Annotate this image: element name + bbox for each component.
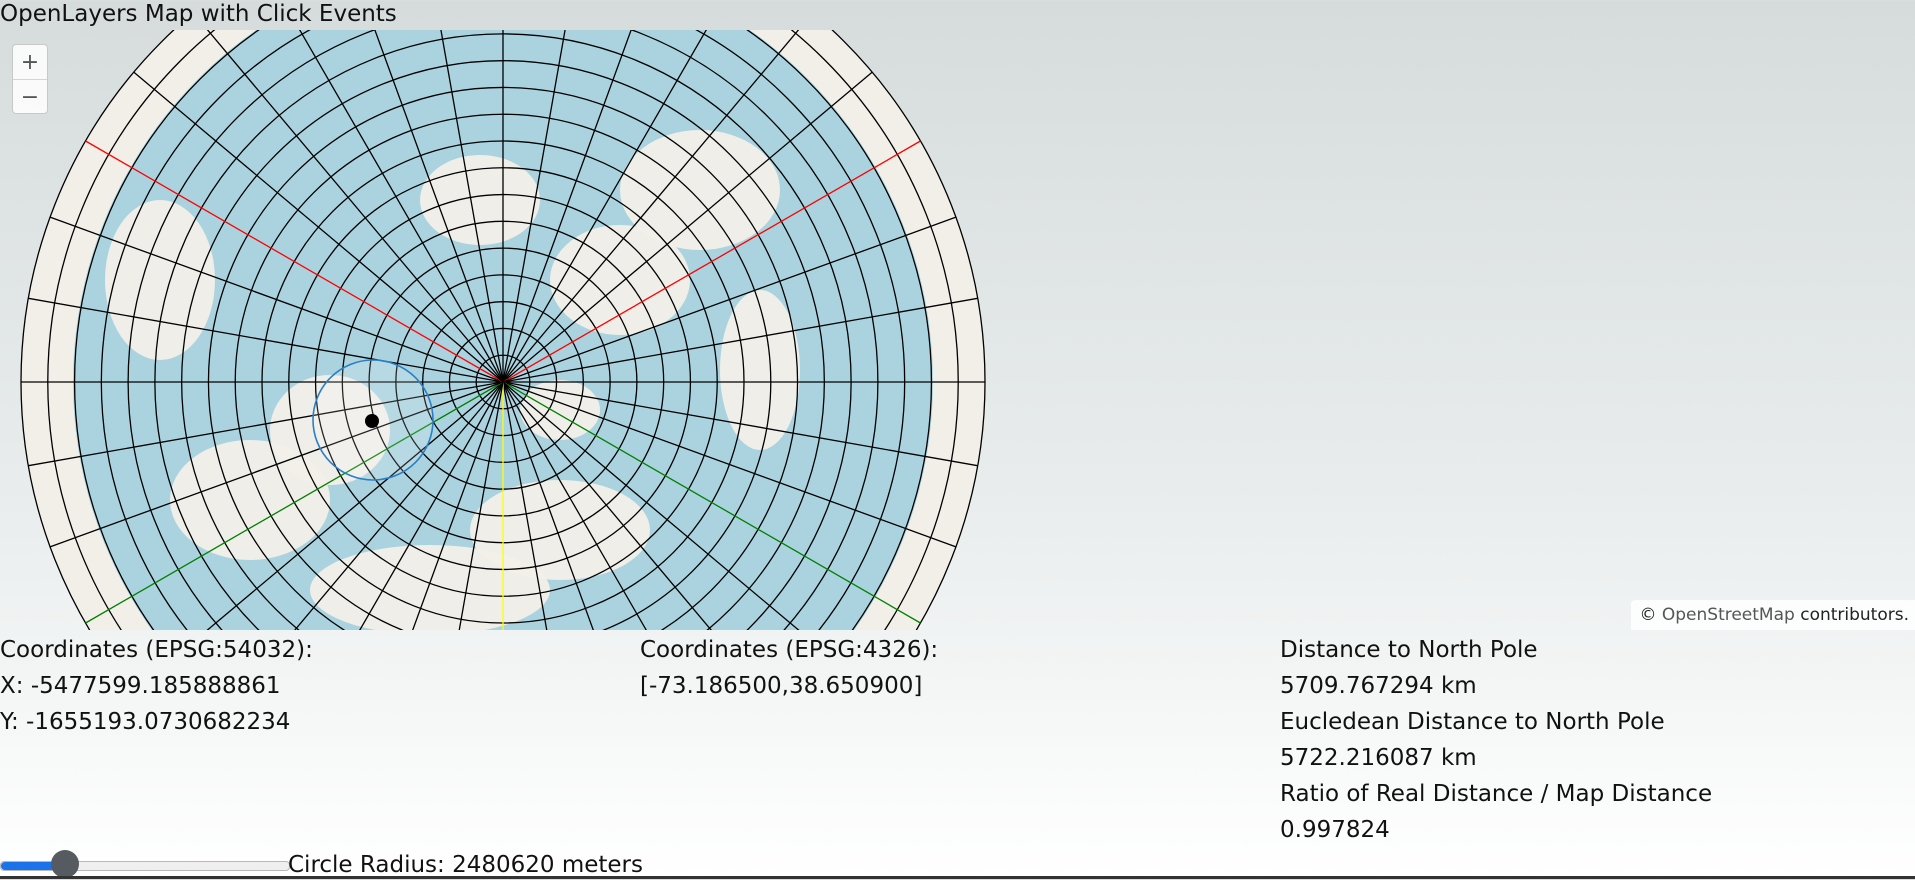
meridian-230 [206,30,504,383]
meridian-130 [294,381,504,630]
slider-fill [1,862,65,870]
page-title: OpenLayers Map with Click Events [0,1,397,27]
meridian-310 [502,30,800,383]
projected-x-value: X: -5477599.185888861 [0,673,281,699]
distance-value: 5709.767294 km [1280,673,1477,699]
zoom-control: + − [12,44,48,114]
meridian-100 [458,381,504,630]
map-canvas[interactable] [0,30,1915,630]
meridian-220 [133,71,504,383]
ratio-label: Ratio of Real Distance / Map Distance [1280,781,1713,807]
distance-label: Distance to North Pole [1280,637,1538,663]
land-patch-6 [420,155,540,245]
meridian-210 [85,140,504,383]
click-marker-dot [365,414,379,428]
meridian-140 [206,381,504,630]
land-patch-1 [170,440,330,560]
meridian-50 [502,381,712,630]
meridian-30 [502,381,921,624]
geographic-coordinates-panel: Coordinates (EPSG:4326): [-73.186500,38.… [640,632,938,704]
zoom-in-button[interactable]: + [13,45,47,79]
attribution-suffix: contributors. [1794,605,1909,625]
land-patch-5 [620,130,780,250]
meridian-70 [502,381,594,630]
copyright-symbol: © [1639,605,1657,625]
meridian-80 [502,381,548,630]
meridian-250 [374,30,504,383]
meridian-40 [502,381,800,630]
osm-link[interactable]: OpenStreetMap [1661,605,1795,625]
meridian-20 [502,381,957,548]
slider-thumb[interactable] [51,850,80,878]
projected-coordinates-label: Coordinates (EPSG:54032): [0,637,313,663]
meridian-280 [502,30,566,383]
meridian-10 [502,381,978,467]
land-patch-4 [550,225,690,335]
meridian-290 [502,30,632,383]
meridian-340 [502,216,957,383]
land-patch-7 [720,290,800,450]
euclidean-distance-label: Eucledean Distance to North Pole [1280,709,1665,735]
geographic-coordinates-value: [-73.186500,38.650900] [640,673,923,699]
meridian-260 [440,30,504,383]
meridian-60 [502,381,647,630]
meridian-160 [49,381,504,548]
meridian-170 [28,381,504,467]
geographic-coordinates-label: Coordinates (EPSG:4326): [640,637,939,663]
bottom-border [0,876,1915,879]
land-patch-3 [310,545,550,630]
slider-track[interactable] [0,861,290,871]
land-patch-2 [470,480,650,580]
map-attribution: © OpenStreetMap contributors. [1631,600,1915,630]
meridian-330 [502,140,921,383]
euclidean-distance-value: 5722.216087 km [1280,745,1477,771]
map-viewport[interactable]: + − © OpenStreetMap contributors. [0,30,1915,630]
zoom-divider [13,79,47,80]
projected-y-value: Y: -1655193.0730682234 [0,709,291,735]
meridian-350 [502,297,978,383]
zoom-out-button[interactable]: − [13,80,47,114]
meridian-300 [502,30,707,383]
meridian-110 [412,381,504,630]
meridian-240 [299,30,504,383]
circle-radius-label: Circle Radius: 2480620 meters [288,852,643,878]
meridian-320 [502,71,873,383]
meridian-200 [49,216,504,383]
projected-coordinates-panel: Coordinates (EPSG:54032): X: -5477599.18… [0,632,313,740]
meridian-120 [359,381,504,630]
distance-panel: Distance to North Pole 5709.767294 km Eu… [1280,632,1712,848]
ratio-value: 0.997824 [1280,817,1390,843]
meridian-190 [28,297,504,383]
